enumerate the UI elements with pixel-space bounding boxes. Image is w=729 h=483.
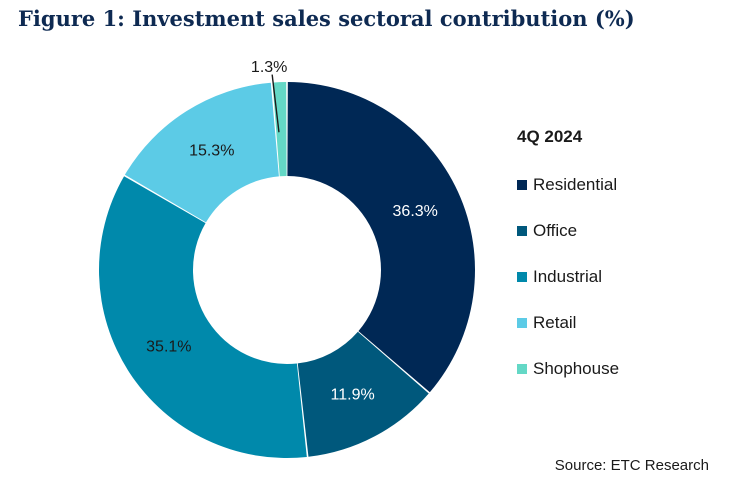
slice-office: [297, 331, 429, 457]
legend-item-industrial: Industrial: [517, 254, 619, 300]
legend-item-retail: Retail: [517, 300, 619, 346]
data-label-industrial: 35.1%: [146, 338, 191, 355]
legend-swatch-retail: [517, 318, 527, 328]
chart-title: Figure 1: Investment sales sectoral cont…: [18, 6, 635, 31]
data-label-shophouse: 1.3%: [251, 59, 287, 76]
legend-label-office: Office: [533, 221, 578, 240]
legend-title: 4Q 2024: [517, 127, 583, 146]
slice-retail: [124, 82, 279, 223]
legend-swatch-industrial: [517, 272, 527, 282]
slice-industrial: [99, 176, 307, 458]
legend-swatch-shophouse: [517, 364, 527, 374]
legend-label-residential: Residential: [533, 175, 618, 194]
legend-label-shophouse: Shophouse: [533, 359, 620, 378]
data-label-retail: 15.3%: [189, 142, 234, 159]
leader-line-shophouse: [271, 74, 280, 133]
legend: 4Q 2024 Residential Office Industrial Re…: [517, 127, 619, 392]
legend-item-residential: Residential: [517, 162, 619, 208]
legend-label-retail: Retail: [533, 313, 577, 332]
data-label-residential: 36.3%: [393, 203, 438, 220]
slice-residential: [287, 82, 475, 393]
legend-swatch-office: [517, 226, 527, 236]
legend-swatch-residential: [517, 180, 527, 190]
legend-label-industrial: Industrial: [533, 267, 602, 286]
legend-item-office: Office: [517, 208, 619, 254]
data-label-office: 11.9%: [331, 386, 375, 403]
legend-item-shophouse: Shophouse: [517, 346, 619, 392]
source-note: Source: ETC Research: [554, 457, 709, 474]
